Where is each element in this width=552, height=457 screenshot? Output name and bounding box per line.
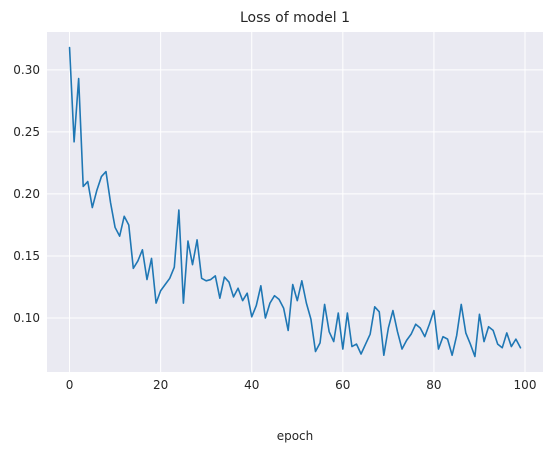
series-line-loss xyxy=(68,46,522,358)
x-tick-label: 80 xyxy=(426,378,441,392)
x-tick-label: 40 xyxy=(244,378,259,392)
y-tick-label: 0.20 xyxy=(13,187,40,201)
x-axis-ticks: 0 20 40 60 80 100 xyxy=(66,378,537,392)
x-axis-label: epoch xyxy=(277,429,314,443)
y-tick-label: 0.30 xyxy=(13,63,40,77)
y-axis-ticks: 0.10 0.15 0.20 0.25 0.30 xyxy=(13,63,40,325)
y-tick-label: 0.15 xyxy=(13,249,40,263)
x-tick-label: 0 xyxy=(66,378,74,392)
x-tick-label: 60 xyxy=(335,378,350,392)
x-tick-label: 100 xyxy=(514,378,537,392)
y-tick-label: 0.10 xyxy=(13,311,40,325)
plot-area xyxy=(47,32,543,372)
y-tick-label: 0.25 xyxy=(13,125,40,139)
x-tick-label: 20 xyxy=(153,378,168,392)
grid xyxy=(47,32,543,372)
chart-title: Loss of model 1 xyxy=(240,10,350,26)
